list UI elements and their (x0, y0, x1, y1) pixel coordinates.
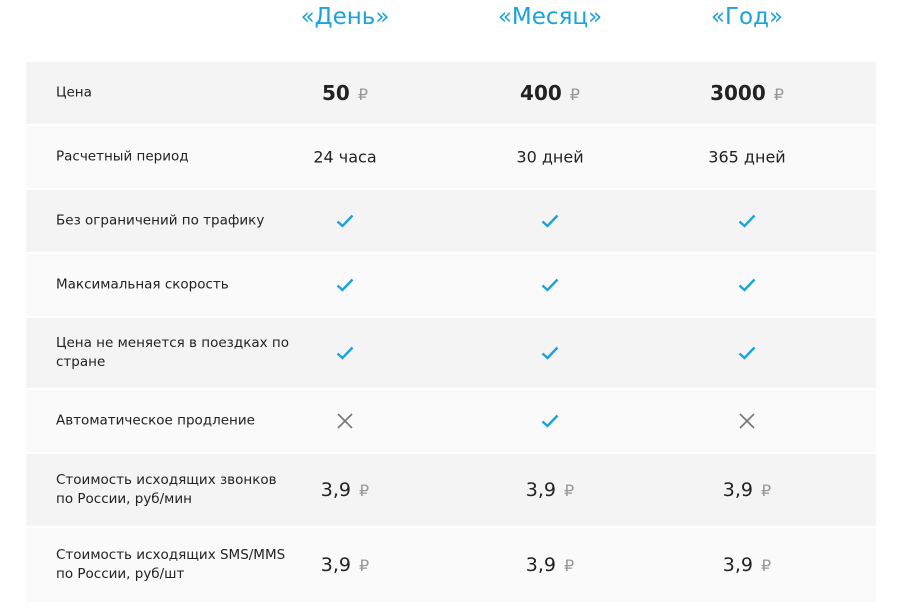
price-amount: 400 (520, 81, 562, 105)
ruble-sign: ₽ (359, 481, 370, 500)
row-label: Без ограничений по трафику (56, 212, 265, 229)
table-row: Цена не меняется в поездках по стране (26, 318, 876, 388)
price-value: 3,9 ₽ (723, 479, 771, 501)
table-row: Цена 50 ₽400 ₽3000 ₽ (26, 62, 876, 124)
table-row: Стоимость исходящих звонков по России, р… (26, 454, 876, 526)
table-row: Стоимость исходящих SMS/MMS по России, р… (26, 528, 876, 602)
table-row: Без ограничений по трафику (26, 190, 876, 252)
row-label: Автоматическое продление (56, 412, 255, 429)
price-value: 3,9 ₽ (526, 479, 574, 501)
check-icon (541, 346, 559, 360)
check-icon (541, 214, 559, 228)
check-icon (336, 278, 354, 292)
price-amount: 3,9 (320, 479, 352, 501)
ruble-sign: ₽ (761, 481, 772, 500)
check-icon (541, 278, 559, 292)
cross-icon (739, 413, 755, 429)
cell-value: 24 часа (313, 147, 377, 167)
cell-value: 365 дней (708, 147, 786, 167)
check-icon (738, 278, 756, 292)
price-amount: 3,9 (525, 554, 557, 576)
table-row: Расчетный период 24 часа 30 дней 365 дней (26, 126, 876, 188)
table-row: Автоматическое продление (26, 390, 876, 452)
plan-header-0: «День» (300, 4, 390, 30)
row-label: Расчетный период (56, 148, 189, 165)
check-icon (336, 346, 354, 360)
price-amount: 3,9 (320, 554, 352, 576)
ruble-sign: ₽ (761, 556, 772, 575)
tariff-comparison-table: Цена 50 ₽400 ₽3000 ₽ Расчетный период 24 часа 3… (26, 62, 876, 604)
price-amount: 3,9 (525, 479, 557, 501)
check-icon (541, 414, 559, 428)
row-label: Максимальная скорость (56, 276, 229, 293)
ruble-sign: ₽ (773, 85, 784, 104)
check-icon (738, 346, 756, 360)
ruble-sign: ₽ (564, 481, 575, 500)
check-icon (738, 214, 756, 228)
row-label: Стоимость исходящих звонков по России, р… (56, 472, 277, 507)
ruble-sign: ₽ (357, 85, 369, 104)
price-amount: 3,9 (722, 479, 754, 501)
cell-value: 30 дней (516, 147, 584, 167)
table-row: Максимальная скорость (26, 254, 876, 316)
plan-header-1: «Месяц» (497, 4, 603, 30)
plan-header-2: «Год» (710, 4, 784, 30)
check-icon (336, 214, 354, 228)
price-value: 3,9 ₽ (321, 479, 369, 501)
row-label: Цена (56, 84, 92, 101)
price-amount: 50 (321, 81, 350, 105)
ruble-sign: ₽ (359, 556, 370, 575)
row-label: Цена не меняется в поездках по стране (56, 335, 289, 370)
price-value: 400 ₽ (520, 81, 580, 105)
price-value: 3000 ₽ (710, 81, 784, 105)
ruble-sign: ₽ (564, 556, 575, 575)
row-label: Стоимость исходящих SMS/MMS по России, р… (56, 547, 286, 582)
price-amount: 3,9 (722, 554, 754, 576)
price-value: 3,9 ₽ (723, 554, 771, 576)
price-value: 3,9 ₽ (526, 554, 574, 576)
price-value: 3,9 ₽ (321, 554, 369, 576)
price-value: 50 ₽ (322, 81, 368, 105)
price-amount: 3000 (710, 81, 766, 105)
ruble-sign: ₽ (569, 85, 580, 104)
cross-icon (337, 413, 353, 429)
